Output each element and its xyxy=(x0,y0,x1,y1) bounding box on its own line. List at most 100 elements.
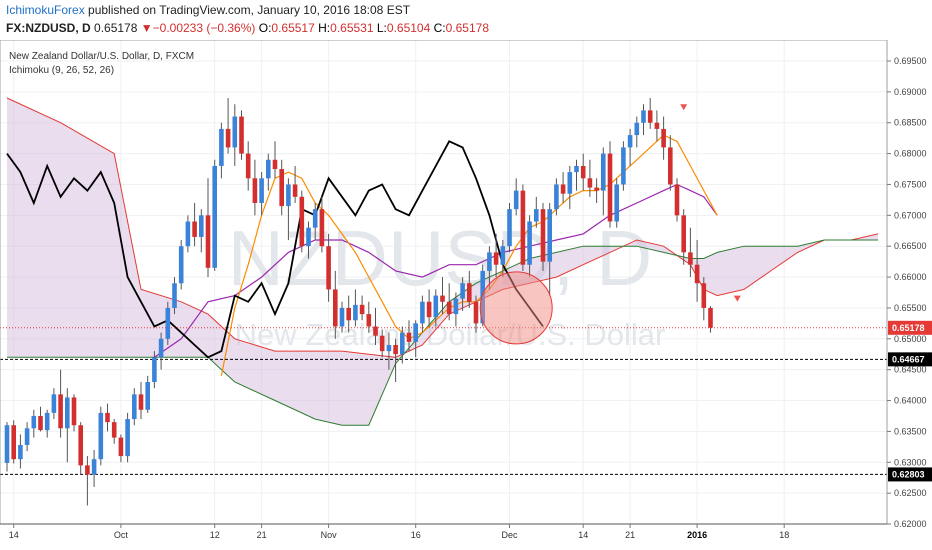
candle xyxy=(460,277,465,312)
close-label: C: xyxy=(433,21,446,35)
chikou-line xyxy=(6,140,544,359)
candle-body xyxy=(534,209,539,222)
candle-body xyxy=(266,159,271,179)
candle-body xyxy=(245,153,251,179)
candle-body xyxy=(594,187,599,191)
candle xyxy=(413,320,418,358)
candle-body xyxy=(125,419,130,457)
candle xyxy=(353,289,358,327)
candle xyxy=(4,422,10,472)
candle xyxy=(473,295,479,333)
price-chart[interactable]: NZDUSD, D New Zealand Dollar/U.S. Dollar… xyxy=(0,40,932,550)
candle xyxy=(158,332,164,370)
candle-body xyxy=(44,412,50,431)
candle-body xyxy=(225,128,231,148)
candle xyxy=(232,104,238,166)
candle xyxy=(674,178,680,222)
candle xyxy=(373,307,378,345)
price-tick-label: 0.69000 xyxy=(894,87,927,97)
candle xyxy=(78,422,83,475)
price-tick-label: 0.67500 xyxy=(894,179,927,189)
signal-marker-icon xyxy=(733,295,741,302)
candle xyxy=(580,153,586,191)
candle xyxy=(11,420,16,464)
candle xyxy=(326,233,331,302)
candle-body xyxy=(433,295,439,318)
candle xyxy=(366,301,372,333)
candle-body xyxy=(540,209,546,262)
open-value: 0.65517 xyxy=(271,21,315,35)
candle xyxy=(118,434,124,463)
candle-body xyxy=(279,169,284,207)
cloud-fill xyxy=(7,98,878,426)
high-label: H: xyxy=(318,21,331,35)
candle-body xyxy=(78,425,83,466)
candle xyxy=(252,159,258,216)
candle xyxy=(426,289,432,327)
candle xyxy=(500,240,506,278)
candle xyxy=(621,141,626,191)
high-value: 0.65531 xyxy=(330,21,374,35)
candle-body xyxy=(326,246,331,290)
candle xyxy=(379,329,385,358)
level-price-label: 0.62803 xyxy=(892,469,925,479)
candle-body xyxy=(252,178,258,203)
price-tick-label: 0.62500 xyxy=(894,488,927,498)
last-price: 0.65178 xyxy=(94,21,138,35)
time-tick-label: 21 xyxy=(257,530,267,540)
candle xyxy=(299,190,305,253)
candle xyxy=(185,215,191,253)
time-tick-label: Nov xyxy=(321,530,338,540)
candle-body xyxy=(674,184,680,216)
candle-body xyxy=(527,221,532,265)
last-price-label: 0.65178 xyxy=(892,323,925,333)
candle-body xyxy=(661,128,666,148)
candle-body xyxy=(493,252,499,265)
candle-body xyxy=(473,301,479,324)
candle xyxy=(212,159,217,271)
candle xyxy=(540,202,546,271)
candle xyxy=(688,227,693,278)
candle xyxy=(132,388,137,426)
price-tick-label: 0.66000 xyxy=(894,272,927,282)
candle-body xyxy=(346,307,351,321)
candle xyxy=(38,406,43,432)
candle xyxy=(172,277,177,315)
candle xyxy=(487,246,492,290)
author-link[interactable]: IchimokuForex xyxy=(6,3,85,17)
candle xyxy=(225,98,231,154)
candle-body xyxy=(440,295,445,302)
candle xyxy=(681,209,686,265)
candle-body xyxy=(105,412,110,423)
candle-body xyxy=(500,246,506,265)
watermark-name: New Zealand Dollar/U.S. Dollar xyxy=(235,317,666,352)
candle-body xyxy=(708,307,713,328)
candle-body xyxy=(145,382,150,410)
candle xyxy=(641,104,646,136)
publish-info: published on TradingView.com, January 10… xyxy=(84,3,411,17)
indicator-label[interactable]: Ichimoku (9, 26, 52, 26) xyxy=(9,65,114,76)
chart-title: New Zealand Dollar/U.S. Dollar, D, FXCM xyxy=(9,51,194,62)
time-tick-label: 21 xyxy=(625,530,635,540)
candle-body xyxy=(259,178,264,203)
time-tick-label: 14 xyxy=(578,530,588,540)
publish-line: IchimokuForex published on TradingView.c… xyxy=(6,3,410,17)
candle xyxy=(393,338,398,383)
time-tick-label: 12 xyxy=(210,530,220,540)
down-arrow-icon: ▼ xyxy=(140,21,153,35)
highlight-circle xyxy=(479,271,553,345)
candle-body xyxy=(185,221,191,247)
candle xyxy=(400,326,405,364)
time-axis: 14 Oct 12 21 Nov 16 Dec 14 21 2016 18 xyxy=(9,524,789,540)
candle xyxy=(560,172,566,203)
candle xyxy=(567,165,573,210)
candle xyxy=(306,221,311,259)
candle-body xyxy=(219,128,224,166)
candle xyxy=(493,233,499,278)
candle xyxy=(446,283,452,321)
candle xyxy=(18,434,23,469)
candle-body xyxy=(694,264,700,284)
candle-body xyxy=(111,422,117,438)
candle-body xyxy=(614,184,619,222)
candle-body xyxy=(319,209,325,247)
